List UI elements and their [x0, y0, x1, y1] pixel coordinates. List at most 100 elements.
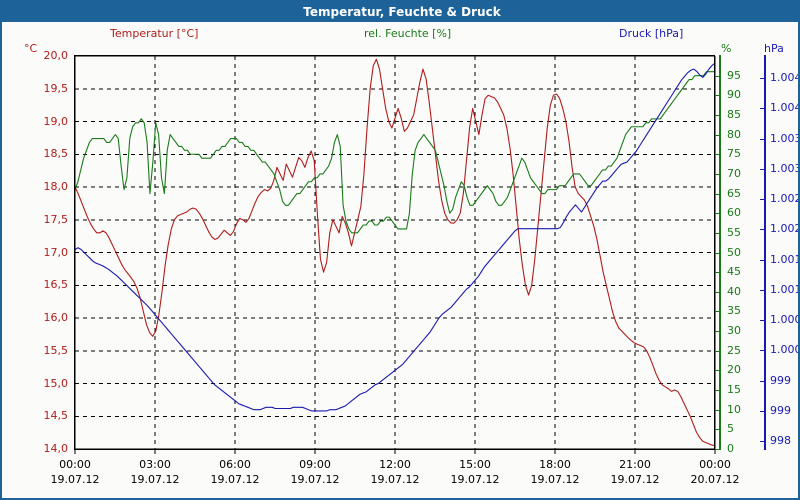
humidity-axis-tick	[715, 449, 720, 450]
humidity-axis-tick-label: 10	[727, 402, 741, 416]
pressure-axis-tick	[760, 259, 765, 261]
humidity-axis-tick	[715, 409, 720, 411]
humidity-axis-tick	[715, 311, 720, 313]
humidity-axis-tick-label: 60	[727, 206, 741, 220]
temperature-axis-tick-label: 17,0	[43, 245, 69, 259]
humidity-axis-tick	[715, 134, 720, 136]
legend-label-temperature: Temperatur [°C]	[110, 27, 199, 40]
pressure-axis-tick-label: 1.003	[770, 131, 800, 145]
humidity-axis-tick	[715, 193, 720, 195]
humidity-axis-tick-label: 90	[727, 88, 741, 102]
pressure-axis-tick	[760, 410, 765, 412]
window-title-bar: Temperatur, Feuchte & Druck	[2, 2, 798, 22]
humidity-axis-tick-label: 80	[727, 127, 741, 141]
temperature-axis-tick-label: 19,0	[43, 114, 69, 128]
humidity-axis-tick	[715, 232, 720, 234]
x-axis-time-label: 12:00	[379, 458, 411, 471]
x-axis-date-label: 19.07.12	[130, 473, 180, 486]
x-axis-time-label: 15:00	[459, 458, 491, 471]
pressure-axis-tick-label: 1.002	[770, 222, 800, 236]
x-axis-date-label: 20.07.12	[690, 473, 740, 486]
humidity-axis-tick-label: 5	[727, 422, 734, 436]
temperature-axis-tick-label: 14,0	[43, 442, 69, 455]
temperature-axis-tick-label: 15,0	[43, 376, 69, 390]
temperature-axis-tick-label: 16,0	[43, 311, 69, 324]
humidity-axis-tick-label: 35	[727, 304, 741, 318]
humidity-axis-tick-label: 0	[727, 442, 734, 455]
pressure-axis-tick-label: 1.000	[770, 343, 800, 357]
humidity-axis-tick	[715, 114, 720, 116]
humidity-axis-tick-label: 85	[727, 107, 741, 121]
page-title: Temperatur, Feuchte & Druck	[303, 5, 501, 19]
humidity-axis-tick-label: 25	[727, 343, 741, 357]
x-axis-date-label: 19.07.12	[530, 473, 580, 486]
legend-item-temperature: Temperatur [°C]	[110, 27, 198, 40]
humidity-axis-tick-label: 45	[727, 265, 741, 279]
legend-item-pressure: Druck [hPa]	[619, 27, 683, 40]
pressure-axis-tick-label: 1.000	[770, 313, 800, 326]
x-axis-time-label: 21:00	[619, 458, 651, 471]
humidity-axis-tick	[715, 75, 720, 77]
humidity-axis-tick	[715, 252, 720, 254]
pressure-axis-tick-label: 999	[770, 403, 791, 417]
humidity-axis-tick	[715, 331, 720, 333]
humidity-axis-line	[719, 55, 721, 450]
pressure-axis-tick	[760, 289, 765, 291]
humidity-axis-tick-label: 20	[727, 363, 741, 377]
pressure-axis-tick	[760, 168, 765, 170]
x-axis-time-label: 06:00	[219, 458, 251, 471]
pressure-axis-line	[764, 55, 766, 450]
right-axis-unit: %	[721, 42, 732, 55]
humidity-axis-tick	[715, 370, 720, 372]
humidity-axis-tick	[715, 350, 720, 352]
x-axis-time-label: 00:00	[699, 458, 731, 471]
pressure-axis-tick-label: 999	[770, 373, 791, 387]
humidity-axis-tick	[715, 173, 720, 175]
x-axis-date-label: 19.07.12	[610, 473, 660, 486]
pressure-axis-tick-label: 1.001	[770, 252, 800, 266]
far-right-axis-unit: hPa	[764, 42, 784, 55]
humidity-axis-tick-label: 95	[727, 68, 741, 82]
temperature-axis-tick-label: 17,5	[43, 212, 69, 226]
pressure-axis-tick-label: 998	[770, 434, 791, 447]
temperature-axis-tick-label: 18,0	[43, 180, 69, 193]
temperature-axis-tick-label: 15,5	[43, 343, 69, 357]
humidity-axis-tick-label: 15	[727, 383, 741, 397]
humidity-axis-tick	[715, 213, 720, 215]
legend-item-humidity: rel. Feuchte [%]	[364, 27, 451, 40]
temperature-axis-tick-label: 20,0	[43, 49, 69, 62]
legend-label-humidity: rel. Feuchte [%]	[364, 27, 452, 40]
pressure-axis-tick-label: 1.002	[770, 192, 800, 205]
humidity-axis-tick-label: 40	[727, 284, 741, 298]
humidity-axis-tick-label: 65	[727, 186, 741, 200]
humidity-axis-tick	[715, 429, 720, 431]
x-axis-time-label: 03:00	[139, 458, 171, 471]
humidity-axis-tick-label: 55	[727, 225, 741, 239]
x-axis-date-label: 19.07.12	[290, 473, 340, 486]
humidity-axis-tick-label: 30	[727, 324, 741, 338]
humidity-axis-tick	[715, 390, 720, 392]
pressure-axis-tick	[760, 380, 765, 382]
pressure-axis-tick	[760, 229, 765, 231]
humidity-axis-tick	[715, 95, 720, 97]
pressure-axis-tick	[760, 108, 765, 110]
left-axis-unit: °C	[24, 42, 38, 55]
humidity-axis-tick	[715, 154, 720, 156]
pressure-axis-tick	[760, 199, 765, 200]
x-axis-date-label: 19.07.12	[50, 473, 100, 486]
humidity-axis-tick-label: 70	[727, 166, 741, 180]
pressure-axis-tick-label: 1.004	[770, 71, 800, 84]
legend-label-pressure: Druck [hPa]	[619, 27, 684, 40]
pressure-axis-tick	[760, 441, 765, 442]
pressure-axis-tick	[760, 320, 765, 321]
pressure-axis-tick	[760, 78, 765, 79]
x-axis-date-label: 19.07.12	[450, 473, 500, 486]
x-axis-time-label: 18:00	[539, 458, 571, 471]
humidity-axis-tick	[715, 272, 720, 274]
x-axis-time-label: 09:00	[299, 458, 331, 471]
x-axis-time-label: 00:00	[59, 458, 91, 471]
temperature-axis-tick-label: 14,5	[43, 409, 69, 423]
pressure-axis-tick-label: 1.004	[770, 101, 800, 115]
